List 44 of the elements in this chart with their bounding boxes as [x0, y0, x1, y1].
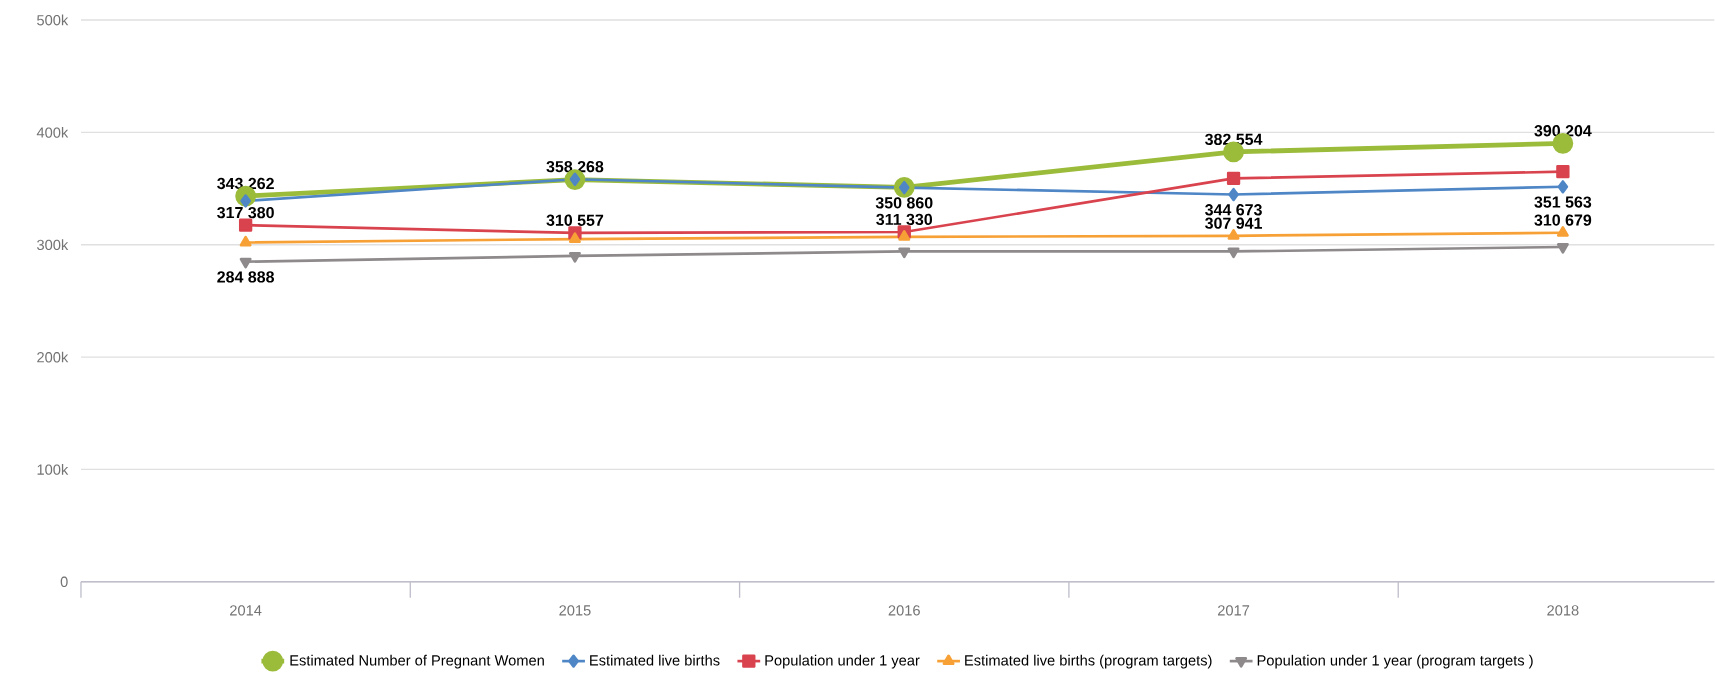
point: [239, 235, 252, 247]
point: [568, 252, 581, 263]
data-label: 343 262: [217, 177, 274, 190]
legend-label: Population under 1 year (program targets ): [1257, 654, 1533, 669]
point: [1226, 171, 1241, 186]
point: [1227, 229, 1240, 240]
point: [238, 218, 253, 232]
y-tick-label: 0: [60, 576, 68, 588]
y-tick-label: 100k: [37, 464, 69, 475]
y-tick-label: 500k: [37, 14, 69, 26]
legend-label: Population under 1 year: [765, 654, 920, 669]
data-label: 390 204: [1534, 125, 1592, 137]
point: [239, 257, 252, 269]
data-label: 310 557: [546, 214, 604, 227]
data-label: 307 941: [1205, 217, 1262, 229]
x-tick-label: 2016: [888, 605, 920, 616]
point: [898, 247, 911, 259]
data-label: 311 330: [876, 213, 933, 226]
x-tick-label: 2017: [1217, 605, 1250, 616]
point: [1228, 187, 1239, 202]
point: [1557, 180, 1569, 194]
data-label: 351 563: [1534, 196, 1592, 208]
point: [568, 232, 581, 244]
x-tick-label: 2015: [559, 605, 591, 616]
data-label: 358 268: [546, 161, 604, 173]
y-tick-label: 400k: [36, 127, 69, 138]
point: [1556, 165, 1570, 179]
y-tick-label: 300k: [37, 239, 69, 251]
data-label: 317 380: [217, 207, 274, 219]
legend-label: Estimated Number of Pregnant Women: [290, 654, 544, 669]
x-tick-label: 2014: [230, 605, 262, 616]
point: [1556, 226, 1569, 237]
data-label: 382 554: [1205, 133, 1263, 146]
data-label: 344 673: [1205, 204, 1262, 216]
point: [1556, 243, 1569, 254]
legend-label: Estimated live births: [590, 654, 720, 666]
x-tick-label: 2018: [1547, 605, 1579, 616]
y-tick-label: 200k: [37, 351, 69, 363]
data-label: 310 679: [1534, 214, 1592, 226]
point: [1227, 247, 1240, 259]
legend-label: Estimated live births (program targets): [965, 654, 1212, 669]
data-label: 350 860: [875, 197, 933, 209]
point: [898, 230, 911, 241]
data-label: 284 888: [217, 271, 275, 283]
